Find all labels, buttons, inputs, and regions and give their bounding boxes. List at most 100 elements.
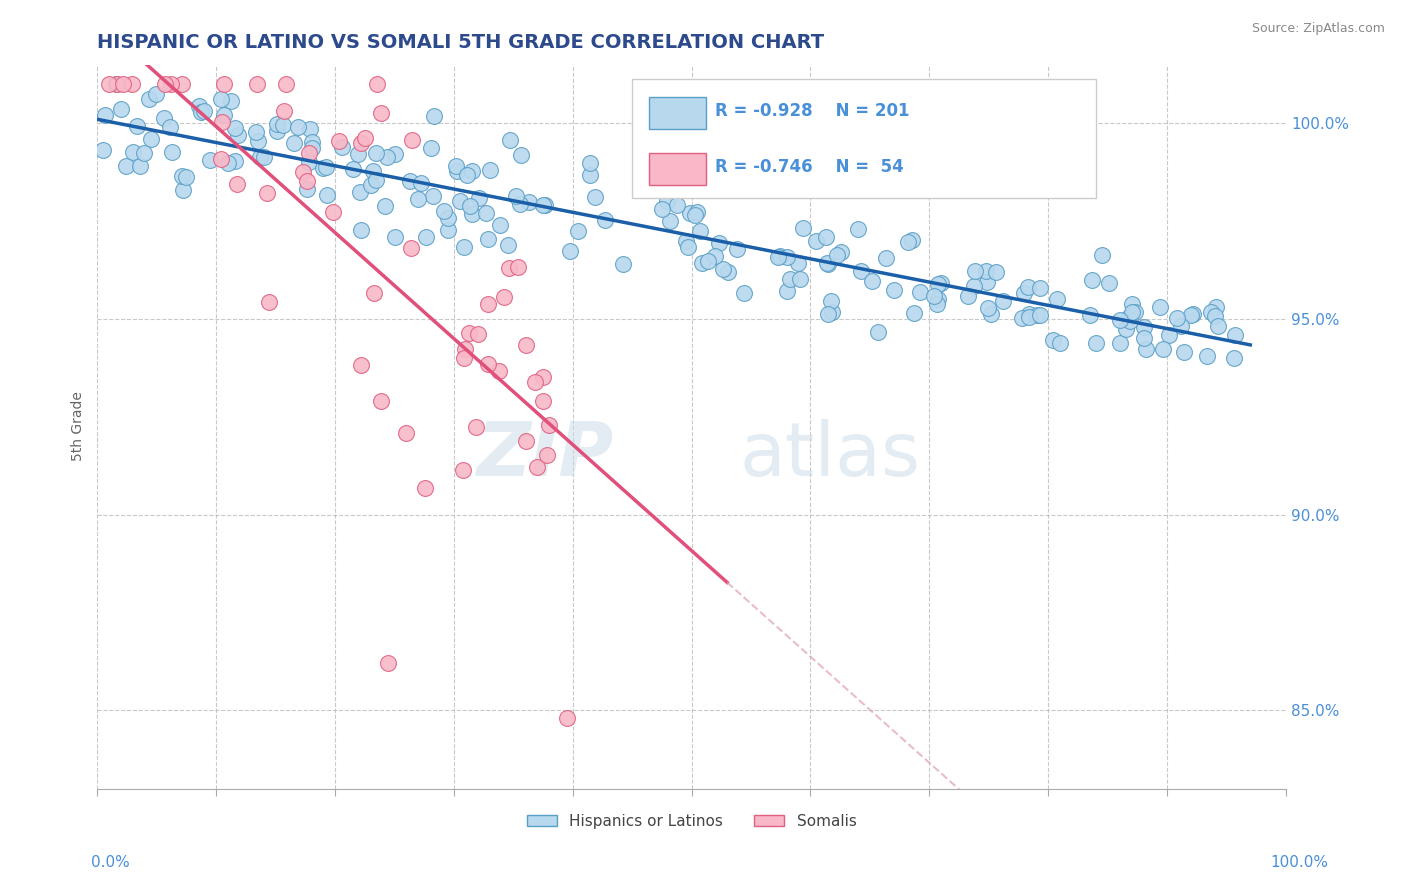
Point bbox=[212, 108, 235, 122]
FancyBboxPatch shape bbox=[648, 153, 706, 185]
Point bbox=[1084, 336, 1107, 351]
Point bbox=[1109, 336, 1132, 351]
Point bbox=[776, 284, 799, 298]
Point bbox=[467, 191, 489, 205]
Point bbox=[399, 173, 422, 187]
Point bbox=[409, 176, 432, 190]
Point bbox=[224, 120, 246, 135]
Point bbox=[711, 261, 734, 276]
Point bbox=[1223, 327, 1246, 342]
Point bbox=[733, 286, 755, 301]
Point bbox=[567, 224, 589, 238]
Point bbox=[510, 148, 533, 162]
Point bbox=[883, 284, 905, 298]
Point bbox=[630, 178, 652, 193]
Point bbox=[153, 77, 176, 91]
Point bbox=[377, 657, 399, 671]
Point bbox=[675, 235, 697, 249]
Point bbox=[211, 92, 233, 106]
FancyBboxPatch shape bbox=[648, 97, 706, 128]
Point bbox=[1199, 304, 1222, 318]
Point bbox=[364, 173, 387, 187]
Point bbox=[976, 301, 998, 315]
Point bbox=[1170, 318, 1192, 333]
Point bbox=[93, 143, 115, 157]
Point bbox=[190, 105, 212, 120]
Point bbox=[1115, 322, 1137, 336]
Point bbox=[212, 77, 235, 91]
Point bbox=[172, 183, 194, 197]
Point bbox=[1121, 305, 1143, 319]
Point bbox=[922, 289, 945, 303]
Point bbox=[153, 111, 176, 125]
Point bbox=[420, 141, 443, 155]
Point bbox=[1195, 349, 1218, 363]
Point bbox=[897, 235, 920, 249]
Text: 0.0%: 0.0% bbox=[91, 855, 131, 870]
Point bbox=[517, 195, 540, 210]
Point bbox=[437, 211, 460, 225]
Point bbox=[696, 254, 718, 268]
Point bbox=[453, 351, 475, 365]
Point bbox=[779, 272, 801, 286]
Point bbox=[433, 204, 456, 219]
Point bbox=[786, 256, 808, 270]
Point bbox=[174, 170, 197, 185]
Point bbox=[115, 159, 138, 173]
Point bbox=[256, 186, 278, 200]
Point bbox=[159, 77, 181, 91]
Point bbox=[612, 257, 634, 271]
Point bbox=[509, 197, 531, 211]
Point bbox=[401, 241, 423, 255]
Point bbox=[249, 150, 271, 164]
Point bbox=[342, 161, 364, 176]
Point bbox=[479, 162, 502, 177]
Point bbox=[593, 213, 616, 227]
Point bbox=[1173, 344, 1195, 359]
Point bbox=[957, 289, 980, 303]
Point bbox=[444, 159, 467, 173]
Point bbox=[138, 92, 160, 106]
Text: Source: ZipAtlas.com: Source: ZipAtlas.com bbox=[1251, 22, 1385, 36]
Text: atlas: atlas bbox=[740, 419, 920, 492]
Point bbox=[160, 145, 183, 159]
Point bbox=[110, 102, 132, 116]
Text: ZIP: ZIP bbox=[477, 419, 614, 492]
Point bbox=[271, 118, 294, 132]
Point bbox=[686, 205, 709, 219]
Point bbox=[377, 150, 399, 164]
Point bbox=[107, 77, 129, 91]
Point bbox=[370, 106, 392, 120]
Point bbox=[209, 152, 232, 166]
Point bbox=[657, 180, 679, 194]
Point bbox=[266, 117, 288, 131]
Point bbox=[1011, 310, 1033, 325]
Point bbox=[820, 294, 842, 309]
Point bbox=[350, 136, 373, 150]
Point bbox=[366, 146, 388, 161]
Point bbox=[401, 132, 423, 146]
Point bbox=[1182, 307, 1205, 321]
Point bbox=[927, 293, 949, 307]
Point bbox=[312, 161, 335, 176]
Point bbox=[991, 293, 1014, 308]
Point bbox=[868, 325, 890, 339]
Point bbox=[534, 198, 557, 212]
Point bbox=[1026, 309, 1049, 323]
Point bbox=[965, 264, 987, 278]
Point bbox=[817, 307, 839, 321]
Point bbox=[373, 198, 395, 212]
Point bbox=[849, 264, 872, 278]
Point bbox=[266, 124, 288, 138]
Point bbox=[384, 230, 406, 244]
Point bbox=[498, 261, 520, 276]
Point bbox=[775, 250, 797, 264]
Point bbox=[301, 141, 323, 155]
Text: HISPANIC OR LATINO VS SOMALI 5TH GRADE CORRELATION CHART: HISPANIC OR LATINO VS SOMALI 5TH GRADE C… bbox=[97, 33, 824, 52]
Point bbox=[354, 130, 377, 145]
Text: R = -0.928    N = 201: R = -0.928 N = 201 bbox=[716, 102, 910, 120]
Point bbox=[963, 278, 986, 293]
Point bbox=[461, 163, 484, 178]
FancyBboxPatch shape bbox=[633, 79, 1095, 198]
Point bbox=[246, 135, 269, 149]
